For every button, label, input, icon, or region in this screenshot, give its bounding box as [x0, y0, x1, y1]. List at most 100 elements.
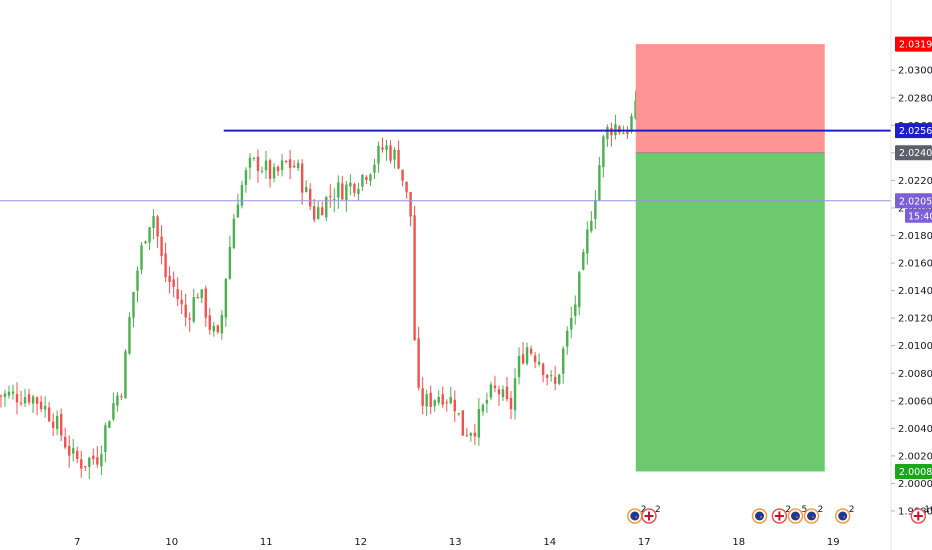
candle[interactable]	[582, 248, 585, 271]
candle[interactable]	[586, 221, 589, 265]
candle[interactable]	[405, 181, 408, 199]
candle[interactable]	[220, 309, 224, 340]
candle[interactable]	[365, 175, 368, 185]
candle[interactable]	[160, 225, 163, 265]
candle[interactable]	[373, 158, 376, 180]
candle[interactable]	[389, 140, 392, 164]
candle[interactable]	[232, 213, 236, 249]
candle[interactable]	[409, 191, 412, 227]
candle[interactable]	[164, 242, 167, 283]
candle[interactable]	[361, 173, 364, 191]
candle[interactable]	[136, 266, 139, 303]
candle[interactable]	[497, 385, 501, 406]
candle[interactable]	[377, 141, 380, 173]
candle[interactable]	[23, 388, 27, 407]
candle[interactable]	[68, 435, 71, 468]
candle[interactable]	[212, 321, 216, 337]
candle[interactable]	[541, 362, 545, 383]
candle[interactable]	[433, 399, 436, 412]
candle[interactable]	[72, 439, 75, 462]
candle[interactable]	[602, 134, 605, 178]
candle[interactable]	[236, 193, 240, 218]
candle[interactable]	[401, 169, 404, 187]
candle[interactable]	[216, 324, 220, 335]
candle[interactable]	[308, 183, 312, 211]
candle[interactable]	[509, 391, 513, 420]
plot-area[interactable]	[0, 44, 891, 480]
candle[interactable]	[425, 389, 428, 417]
candle[interactable]	[272, 163, 276, 183]
candle[interactable]	[120, 393, 123, 401]
candle[interactable]	[240, 180, 244, 209]
candle[interactable]	[549, 370, 553, 382]
candle[interactable]	[598, 156, 601, 201]
candle[interactable]	[156, 214, 159, 248]
event-marker[interactable]: 2	[803, 505, 824, 524]
candle[interactable]	[59, 408, 63, 441]
candle[interactable]	[521, 342, 525, 365]
candle[interactable]	[292, 160, 296, 169]
event-marker[interactable]: 2	[627, 505, 647, 524]
candle[interactable]	[517, 347, 521, 385]
economic-events[interactable]: 22252216	[627, 505, 932, 524]
candle[interactable]	[465, 427, 469, 437]
candle[interactable]	[545, 373, 549, 386]
candle[interactable]	[196, 293, 199, 299]
candle[interactable]	[284, 160, 288, 164]
candle[interactable]	[208, 308, 211, 335]
candle[interactable]	[553, 365, 557, 391]
candle[interactable]	[3, 389, 7, 407]
candle[interactable]	[180, 290, 183, 315]
candle[interactable]	[505, 377, 509, 402]
candle[interactable]	[244, 167, 248, 193]
candle[interactable]	[0, 394, 3, 408]
candle[interactable]	[341, 175, 344, 201]
candle[interactable]	[11, 384, 15, 400]
candle[interactable]	[104, 422, 107, 463]
candle[interactable]	[493, 375, 497, 393]
candle[interactable]	[92, 448, 95, 465]
candle[interactable]	[19, 390, 23, 406]
candle[interactable]	[333, 188, 336, 213]
event-marker[interactable]: 16	[910, 505, 932, 524]
candle[interactable]	[128, 312, 131, 355]
candle[interactable]	[296, 159, 300, 172]
candle[interactable]	[31, 394, 35, 414]
candle[interactable]	[445, 399, 448, 412]
candle[interactable]	[417, 326, 420, 391]
event-marker[interactable]	[751, 508, 768, 524]
stop-loss-zone[interactable]	[635, 44, 825, 153]
event-marker[interactable]: 2	[641, 505, 661, 524]
candle[interactable]	[80, 450, 83, 478]
candle[interactable]	[397, 140, 400, 170]
candle[interactable]	[252, 156, 256, 161]
candle[interactable]	[172, 271, 175, 298]
candle[interactable]	[606, 124, 609, 147]
candle[interactable]	[144, 240, 147, 245]
candle[interactable]	[562, 346, 565, 384]
candle[interactable]	[449, 386, 452, 405]
candle[interactable]	[276, 165, 280, 177]
candle[interactable]	[429, 385, 432, 415]
candle[interactable]	[590, 211, 593, 233]
candle[interactable]	[84, 466, 87, 471]
candle[interactable]	[260, 166, 264, 174]
candle[interactable]	[268, 158, 272, 188]
candle[interactable]	[100, 445, 103, 476]
candle[interactable]	[325, 195, 328, 222]
candle[interactable]	[457, 412, 460, 417]
candle[interactable]	[35, 396, 39, 416]
candle[interactable]	[614, 114, 617, 140]
candle[interactable]	[513, 368, 517, 420]
candle[interactable]	[116, 392, 119, 412]
candle[interactable]	[489, 381, 493, 400]
event-marker[interactable]: 2	[834, 505, 855, 524]
candle[interactable]	[280, 153, 284, 177]
candle[interactable]	[112, 392, 115, 422]
candle[interactable]	[192, 288, 195, 324]
candle[interactable]	[481, 403, 485, 416]
candle[interactable]	[578, 271, 581, 316]
candle[interactable]	[140, 241, 143, 275]
candle[interactable]	[437, 390, 440, 406]
candle[interactable]	[537, 353, 541, 367]
